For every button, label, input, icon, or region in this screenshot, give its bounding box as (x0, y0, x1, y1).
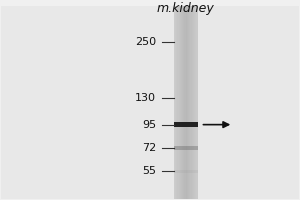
Bar (177, 6, 178, 199)
Bar (174, 146, 198, 150)
Text: 55: 55 (142, 166, 156, 176)
Bar (188, 6, 189, 199)
Bar (178, 6, 180, 199)
Bar (174, 170, 198, 173)
Bar (183, 6, 184, 199)
Bar (193, 6, 194, 199)
Bar (186, 6, 187, 199)
Text: 95: 95 (142, 120, 156, 130)
Text: 72: 72 (142, 143, 156, 153)
Bar (194, 6, 195, 199)
Bar (175, 6, 176, 199)
Text: 130: 130 (135, 93, 156, 103)
Bar (190, 6, 192, 199)
Bar (174, 6, 175, 199)
Bar (182, 6, 183, 199)
Bar (187, 6, 188, 199)
Bar (176, 6, 177, 199)
Bar (181, 6, 182, 199)
Bar (184, 6, 186, 199)
Bar (192, 6, 193, 199)
Bar (189, 6, 190, 199)
Bar (196, 6, 198, 199)
Bar (195, 6, 196, 199)
Bar (174, 122, 198, 127)
Text: m.kidney: m.kidney (157, 2, 214, 15)
Text: 250: 250 (135, 37, 156, 47)
Bar (180, 6, 181, 199)
